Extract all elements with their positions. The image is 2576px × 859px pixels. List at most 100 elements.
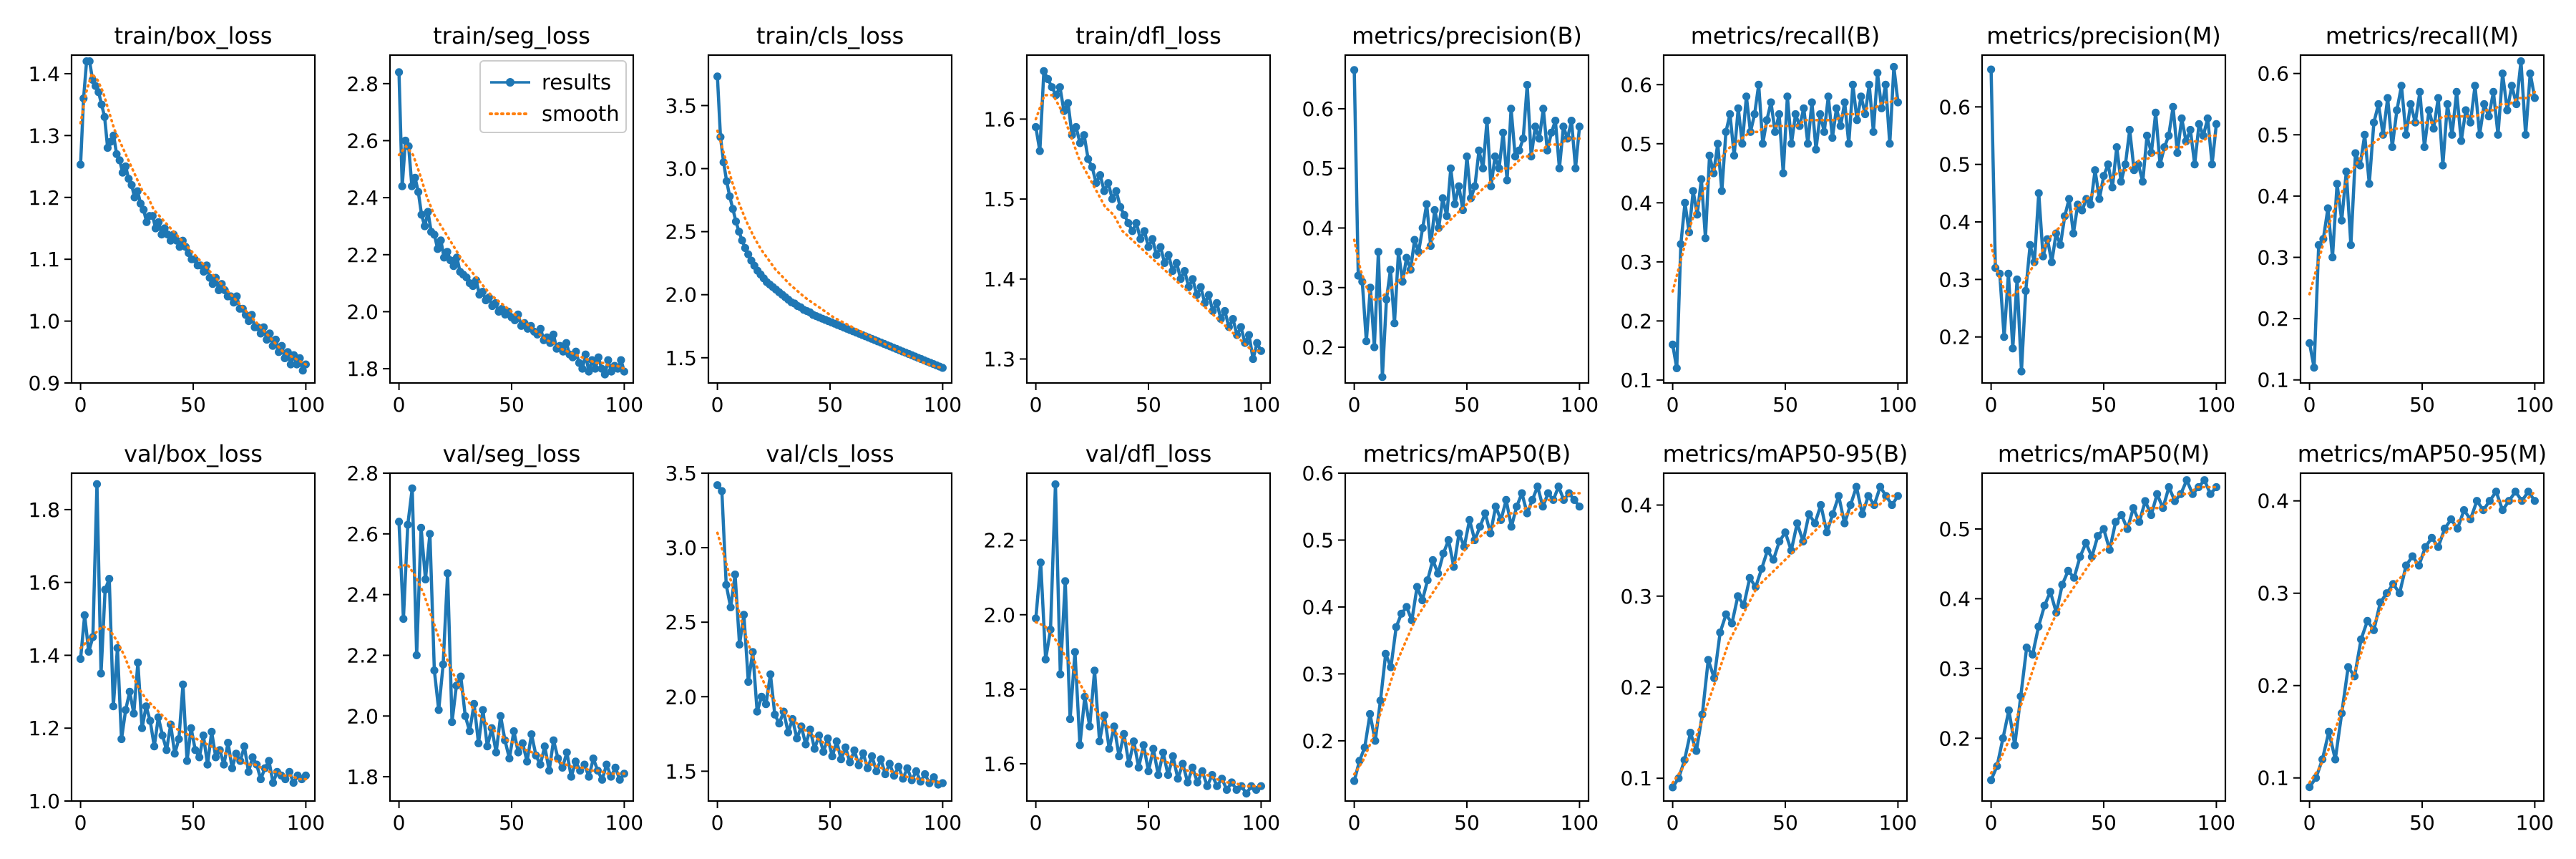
series-results-point <box>146 717 155 725</box>
series-results-point <box>412 651 421 660</box>
series-results-point <box>1567 117 1576 125</box>
series-results-point <box>426 530 434 538</box>
x-tick-label: 0 <box>1667 811 1679 835</box>
series-results-point <box>1374 248 1382 256</box>
series-results-point <box>2484 112 2493 121</box>
series-results-point <box>1148 235 1157 243</box>
y-tick-label: 1.3 <box>983 347 1015 371</box>
series-results-point <box>1800 104 1808 112</box>
subplot-val-dfl-loss: val/dfl_loss 0 50 100 1.6 1.8 2.0 2.2 <box>983 440 1280 835</box>
subplot-metrics-precision-m: metrics/precision(M) 0 50 100 0.2 0.3 0.4 0.5 0.… <box>1938 22 2235 417</box>
series-results-point <box>2331 755 2340 764</box>
series-results-point <box>620 367 629 376</box>
series-results-point <box>578 364 587 373</box>
y-tick-label: 0.2 <box>1302 336 1334 359</box>
series-results-point <box>912 767 920 775</box>
series-results-point <box>1355 757 1364 765</box>
series-results-point <box>1828 510 1837 518</box>
series-results-point <box>163 230 172 239</box>
series-results-point <box>122 162 130 171</box>
series-results-point <box>1824 92 1833 101</box>
series-results-point <box>2357 635 2366 644</box>
series-results-point <box>1885 140 1894 148</box>
subplot-title: metrics/recall(B) <box>1691 22 1880 49</box>
series-results-point <box>1775 110 1783 119</box>
y-tick-label: 2.0 <box>665 685 697 709</box>
series-results-point <box>2040 601 2049 610</box>
series-results-point <box>885 759 894 768</box>
y-tick-label: 0.2 <box>1620 309 1652 333</box>
series-results-point <box>2203 114 2212 122</box>
legend-results-label: results <box>542 70 611 94</box>
y-tick-label: 1.2 <box>28 717 60 740</box>
series-results-point <box>1108 195 1116 203</box>
series-results-point <box>1371 737 1380 745</box>
series-results-point <box>265 757 273 765</box>
plot-area <box>2306 487 2539 792</box>
x-tick-label: 0 <box>1348 393 1361 417</box>
y-tick-label: 0.3 <box>1620 251 1652 274</box>
series-results-point <box>784 728 792 737</box>
x-tick-label: 50 <box>1454 393 1480 417</box>
series-results-point <box>2017 367 2026 376</box>
subplot-val-box-loss: val/box_loss 0 50 100 1.0 1.2 1.4 1.6 1.8 <box>28 440 325 835</box>
series-results-point <box>2439 161 2447 170</box>
series-results-point <box>2427 533 2436 542</box>
series-results-point <box>2170 497 2179 505</box>
series-results-point <box>2453 524 2462 533</box>
y-tick-label: 0.6 <box>1938 95 1971 119</box>
series-results-point <box>1701 234 1709 243</box>
series-results-point <box>1390 319 1399 328</box>
series-results-point <box>200 267 208 276</box>
series-results-point <box>617 356 625 364</box>
series-smooth-line <box>716 531 945 785</box>
series-results-point <box>77 160 85 169</box>
series-results-point <box>1738 140 1747 148</box>
series-results-point <box>2524 487 2532 496</box>
series-results-point <box>536 324 545 333</box>
series-results-point <box>1507 523 1516 531</box>
y-tick-label: 0.5 <box>1302 528 1334 552</box>
y-tick-label: 0.2 <box>2257 674 2289 698</box>
y-tick-label: 0.9 <box>28 372 60 395</box>
y-tick-label: 0.4 <box>1938 587 1971 611</box>
series-results-point <box>1547 128 1556 137</box>
series-results-point <box>2475 130 2484 139</box>
series-results-point <box>1869 127 1878 136</box>
series-results-point <box>1414 248 1423 256</box>
subplot-title: metrics/mAP50-95(B) <box>1663 440 1908 467</box>
y-tick-label: 0.3 <box>1938 657 1971 681</box>
series-results-point <box>411 173 419 182</box>
series-results-point <box>414 188 423 196</box>
series-results-point <box>1075 139 1084 147</box>
series-results-point <box>2206 490 2215 498</box>
series-results-point <box>1125 759 1133 768</box>
series-results-point <box>2186 125 2195 135</box>
series-results-point <box>2125 125 2134 135</box>
series-results-point <box>810 744 819 753</box>
series-results-point <box>2374 100 2383 109</box>
series-results-point <box>2328 253 2337 262</box>
series-results-point <box>100 112 109 121</box>
series-results-point <box>744 250 753 258</box>
x-tick-label: 50 <box>2091 393 2117 417</box>
series-results-point <box>613 364 623 373</box>
series-results-point <box>2361 130 2369 139</box>
series-results-point <box>1129 737 1138 746</box>
series-smooth-line <box>2308 490 2537 784</box>
series-results-point <box>1110 722 1118 731</box>
series-results-point <box>1386 266 1395 274</box>
y-tick-label: 0.5 <box>1302 157 1334 180</box>
series-results-point <box>1832 104 1841 112</box>
series-results-point <box>766 670 775 679</box>
series-results-point <box>1128 227 1137 236</box>
series-results-point <box>1487 182 1496 190</box>
series-results-point <box>1848 80 1857 89</box>
series-results-point <box>2169 102 2177 111</box>
series-results-point <box>600 370 610 379</box>
series-results-point <box>1152 251 1161 259</box>
x-tick-label: 0 <box>711 811 724 835</box>
y-tick-label: 0.6 <box>1620 73 1652 97</box>
series-results-point <box>1539 105 1548 113</box>
series-results-point <box>395 68 404 77</box>
